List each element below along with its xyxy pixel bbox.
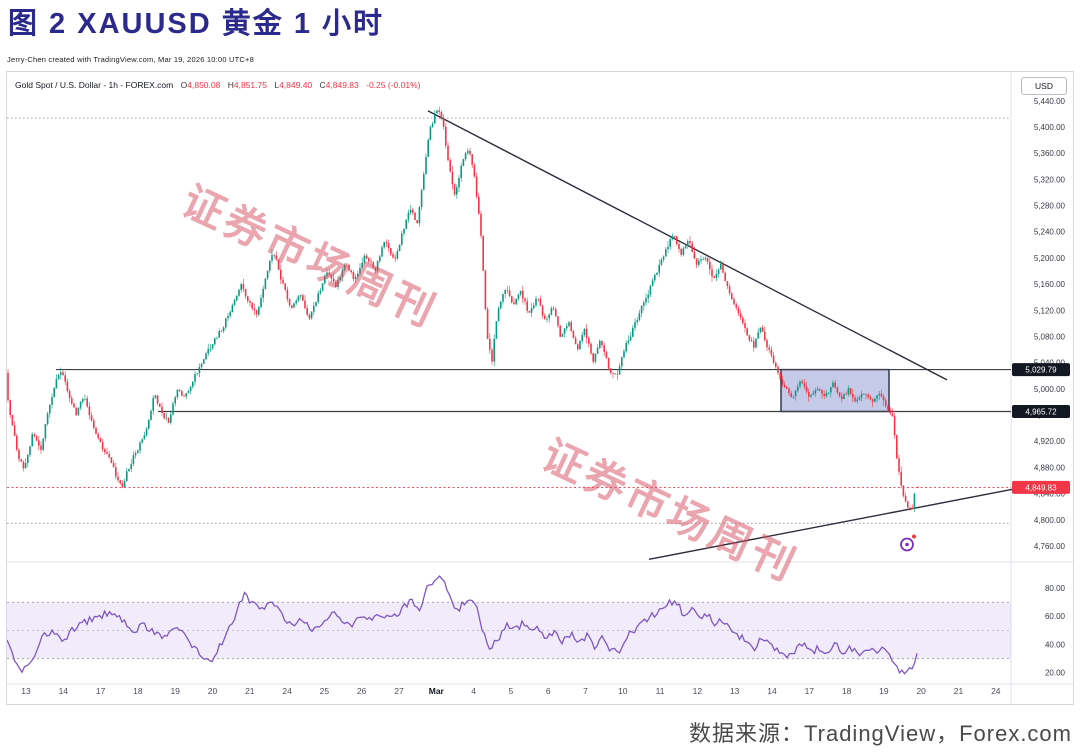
price-tick-label: 4,920.00 — [1034, 437, 1066, 446]
time-tick-label: 24 — [282, 686, 292, 696]
time-tick-label: 20 — [916, 686, 926, 696]
time-tick-label: 26 — [357, 686, 367, 696]
svg-text:4,965.72: 4,965.72 — [1025, 408, 1057, 417]
time-tick-label: 12 — [693, 686, 703, 696]
currency-unit-button[interactable]: USD — [1021, 77, 1067, 95]
legend-open-value: 4,850.08 — [187, 80, 221, 90]
rsi-axis-labels: 80.00 60.00 40.00 20.00 — [1045, 584, 1066, 678]
price-tick-label: 5,400.00 — [1034, 123, 1066, 132]
time-tick-label: 17 — [96, 686, 106, 696]
legend-close-value: 4,849.83 — [325, 80, 359, 90]
price-tick-label: 5,200.00 — [1034, 254, 1066, 263]
price-tick-label: 5,120.00 — [1034, 306, 1066, 315]
price-tick-label: 4,840.00 — [1034, 490, 1066, 499]
time-tick-label: 6 — [546, 686, 551, 696]
price-tick-label: 4,760.00 — [1034, 542, 1066, 551]
legend-low-value: 4,849.40 — [279, 80, 313, 90]
time-tick-label: 14 — [767, 686, 777, 696]
price-tick-label: 5,160.00 — [1034, 280, 1066, 289]
rsi-tick-label: 20.00 — [1045, 669, 1066, 678]
price-tick-label: 5,240.00 — [1034, 228, 1066, 237]
chart-legend[interactable]: Gold Spot / U.S. Dollar - 1h - FOREX.com… — [15, 80, 420, 90]
legend-low-label: L — [274, 80, 280, 90]
svg-text:5,029.79: 5,029.79 — [1025, 366, 1057, 375]
legend-change: -0.25 (-0.01%) — [366, 80, 421, 90]
time-tick-label: 19 — [879, 686, 889, 696]
time-tick-label: 19 — [170, 686, 180, 696]
price-tick-label: 5,440.00 — [1034, 97, 1066, 106]
level-lines[interactable] — [56, 368, 1011, 413]
time-tick-label: 20 — [208, 686, 218, 696]
time-tick-label: 18 — [842, 686, 852, 696]
price-tick-label: 5,360.00 — [1034, 149, 1066, 158]
legend-symbol: Gold Spot / U.S. Dollar - 1h - FOREX.com — [15, 80, 174, 90]
candles-layer — [7, 106, 919, 512]
legend-high-label: H — [227, 80, 234, 90]
time-tick-label: 27 — [394, 686, 404, 696]
time-tick-label: 10 — [618, 686, 628, 696]
price-tag-resistance[interactable]: 5,029.79 — [1012, 363, 1070, 377]
legend-high-value: 4,851.75 — [233, 80, 267, 90]
time-tick-label: 18 — [133, 686, 143, 696]
time-tick-label: Mar — [429, 686, 445, 696]
pane-dividers — [7, 72, 1073, 704]
time-tick-label: 4 — [471, 686, 476, 696]
time-tick-label: 21 — [245, 686, 255, 696]
price-tick-label: 5,080.00 — [1034, 332, 1066, 341]
data-source-note: 数据来源：TradingView，Forex.com — [689, 721, 1072, 746]
price-tick-label: 4,800.00 — [1034, 516, 1066, 525]
time-axis-labels: 13 14 17 18 19 20 21 24 25 26 27 Mar 4 5 6 7 10 11 12 13 14 1… — [21, 686, 1001, 696]
svg-text:4,849.83: 4,849.83 — [1025, 483, 1057, 492]
price-tag-support[interactable]: 4,965.72 — [1012, 405, 1070, 419]
rsi-line — [7, 575, 918, 675]
time-tick-label: 21 — [954, 686, 964, 696]
chart-panel: Gold Spot / U.S. Dollar - 1h - FOREX.com… — [6, 71, 1074, 705]
rsi-tick-label: 60.00 — [1045, 612, 1066, 621]
time-tick-label: 13 — [21, 686, 31, 696]
price-chart-canvas[interactable]: 5,440.00 5,400.00 5,360.00 5,320.00 5,280.00… — [7, 72, 1073, 704]
time-tick-label: 5 — [509, 686, 514, 696]
time-tick-label: 13 — [730, 686, 740, 696]
figure-title: 图 2 XAUUSD 黄金 1 小时 — [8, 8, 384, 40]
time-tick-label: 11 — [656, 686, 665, 696]
legend-open-label: O — [180, 80, 188, 90]
price-tick-label: 5,000.00 — [1034, 385, 1066, 394]
rsi-band — [7, 601, 1011, 660]
time-tick-label: 7 — [583, 686, 588, 696]
price-tag-last[interactable]: 4,849.83 — [1012, 480, 1070, 494]
marker-icon[interactable] — [900, 534, 916, 552]
rsi-tick-label: 40.00 — [1045, 640, 1066, 649]
time-tick-label: 25 — [320, 686, 330, 696]
time-tick-label: 24 — [991, 686, 1001, 696]
rsi-tick-label: 80.00 — [1045, 584, 1066, 593]
time-tick-label: 17 — [805, 686, 815, 696]
price-tick-label: 4,880.00 — [1034, 463, 1066, 472]
legend-close-label: C — [319, 80, 326, 90]
time-tick-label: 14 — [59, 686, 69, 696]
trendline-ascending-support[interactable] — [648, 488, 1014, 560]
credit-line: Jerry-Chen created with TradingView.com,… — [7, 55, 254, 64]
dotted-price-levels[interactable] — [7, 117, 1011, 524]
price-tick-label: 5,280.00 — [1034, 202, 1066, 211]
price-tick-label: 5,320.00 — [1034, 175, 1066, 184]
